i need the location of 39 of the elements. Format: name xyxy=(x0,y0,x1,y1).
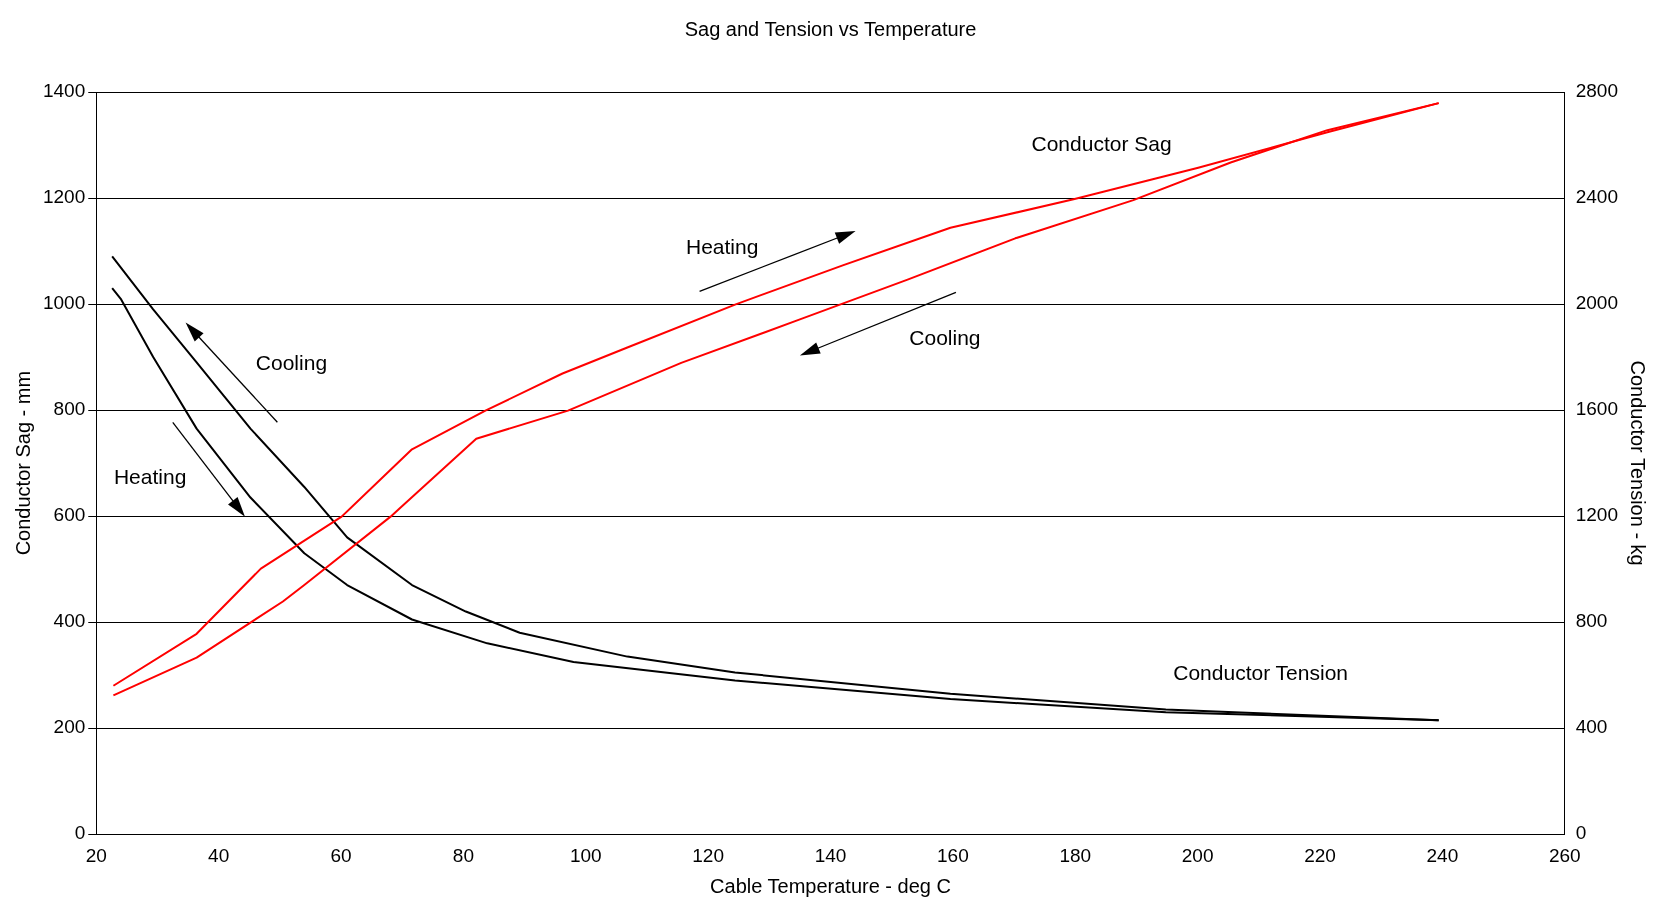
x-tick-label: 80 xyxy=(452,844,474,866)
y2-tick-label: 400 xyxy=(1575,716,1608,738)
y-tick-label: 1000 xyxy=(42,292,86,314)
y-tick-label: 1200 xyxy=(42,186,86,208)
x-tick-label: 20 xyxy=(85,844,107,866)
annotation: Heating xyxy=(686,234,759,258)
y-tick-label: 400 xyxy=(53,610,86,632)
chart-title: Sag and Tension vs Temperature xyxy=(684,17,977,40)
x-tick-label: 100 xyxy=(569,844,602,866)
x-tick-label: 140 xyxy=(814,844,847,866)
y2-tick-label: 2400 xyxy=(1575,186,1619,208)
x-tick-label: 160 xyxy=(937,844,969,866)
annotation: Cooling xyxy=(909,325,981,349)
annotation: Cooling xyxy=(255,350,328,374)
y2-tick-label: 1200 xyxy=(1575,504,1619,526)
y-tick-label: 0 xyxy=(74,822,86,844)
y-tick-label: 800 xyxy=(53,398,86,420)
annotation: Heating xyxy=(113,464,187,488)
y2-tick-label: 800 xyxy=(1575,610,1608,632)
x-tick-label: 200 xyxy=(1181,844,1214,866)
x-axis-title: Cable Temperature - deg C xyxy=(710,874,951,897)
x-tick-label: 120 xyxy=(692,844,724,866)
y-tick-label: 600 xyxy=(53,504,86,526)
y2-tick-label: 2800 xyxy=(1575,80,1619,102)
x-tick-label: 40 xyxy=(208,844,230,866)
y2-tick-label: 0 xyxy=(1575,822,1587,844)
x-tick-label: 220 xyxy=(1304,844,1336,866)
y2-tick-label: 2000 xyxy=(1575,292,1619,314)
y2-axis-title: Conductor Tension - kg xyxy=(1627,360,1650,566)
x-tick-label: 260 xyxy=(1548,844,1581,866)
x-tick-label: 240 xyxy=(1426,844,1459,866)
x-tick-label: 180 xyxy=(1059,844,1092,866)
y-tick-label: 1400 xyxy=(42,80,86,102)
x-tick-label: 60 xyxy=(330,844,352,866)
annotation: Conductor Sag xyxy=(1031,131,1172,155)
annotation: Conductor Tension xyxy=(1173,660,1349,684)
y-axis-title: Conductor Sag - mm xyxy=(11,370,34,556)
y2-tick-label: 1600 xyxy=(1575,398,1619,420)
y-tick-label: 200 xyxy=(53,716,86,738)
